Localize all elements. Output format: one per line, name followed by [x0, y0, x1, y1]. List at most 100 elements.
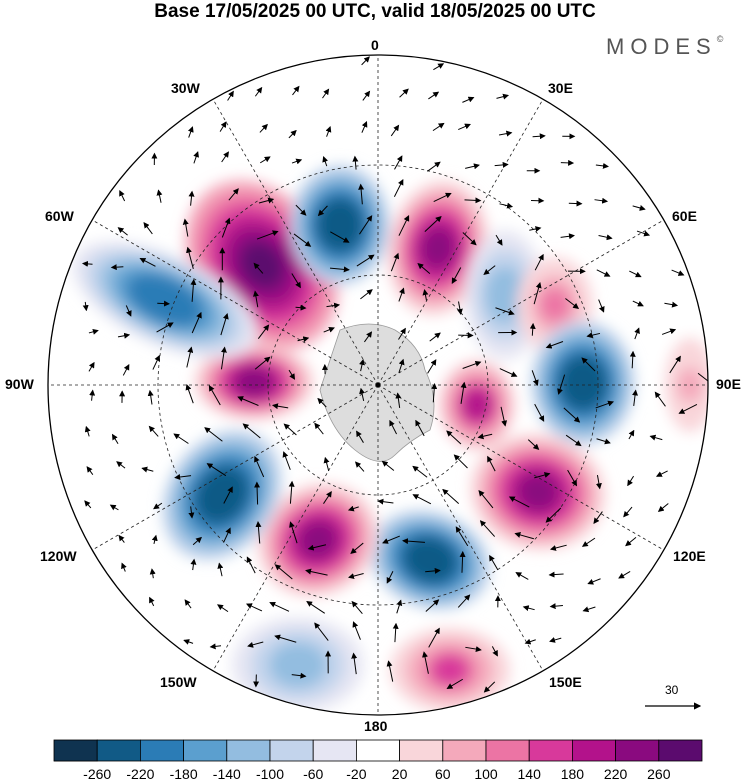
- wind-vector: [429, 332, 441, 342]
- wind-vector: [595, 162, 609, 169]
- anomaly-positive: [470, 433, 606, 551]
- wind-vector: [491, 646, 498, 657]
- wind-vector: [479, 520, 496, 537]
- wind-vector: [84, 500, 92, 509]
- wind-vector: [460, 381, 467, 404]
- map-border: [47, 54, 709, 716]
- wind-vector: [288, 480, 295, 504]
- wind-vector: [422, 289, 429, 301]
- wind-vector: [307, 544, 327, 551]
- lon-label-30e: 30E: [548, 80, 573, 96]
- wind-vector: [187, 126, 194, 138]
- wind-vector: [190, 558, 197, 571]
- wind-vector: [173, 433, 189, 444]
- wind-vector: [121, 562, 127, 572]
- wind-vector: [206, 463, 227, 477]
- wind-vector: [596, 438, 611, 445]
- wind-vector: [291, 672, 307, 679]
- wind-vector: [655, 470, 668, 477]
- colorbar-cell: [183, 739, 228, 762]
- wind-vector: [393, 178, 404, 197]
- lon-label-60e: 60E: [672, 208, 697, 224]
- wind-vector: [314, 422, 324, 435]
- wind-vector: [478, 490, 494, 509]
- wind-vector: [477, 433, 493, 440]
- wind-vector: [254, 86, 263, 97]
- wind-vector: [456, 301, 463, 315]
- wind-vector: [293, 233, 312, 247]
- wind-vector: [632, 389, 639, 406]
- colorbar-cell: [485, 739, 530, 762]
- wind-vector: [317, 397, 327, 408]
- wind-vector: [228, 188, 239, 201]
- wind-vector: [254, 481, 261, 505]
- wind-vector: [669, 355, 681, 374]
- wind-vector: [390, 124, 400, 137]
- wind-vector: [185, 383, 194, 404]
- wind-vector: [274, 634, 297, 643]
- lon-label-60w: 60W: [45, 208, 74, 224]
- wind-vector: [412, 494, 432, 505]
- wind-vector: [352, 621, 361, 640]
- anomaly-negative: [290, 165, 390, 285]
- wind-vector: [565, 298, 580, 309]
- wind-vector: [242, 423, 261, 439]
- wind-vector: [122, 364, 130, 376]
- wind-vector: [111, 433, 119, 445]
- wind-vector: [182, 218, 189, 237]
- wind-vector: [110, 264, 124, 271]
- wind-vector: [394, 155, 403, 170]
- wind-vector: [125, 305, 132, 317]
- wind-vector: [356, 254, 375, 267]
- anomaly-positive: [390, 628, 510, 712]
- wind-vector: [245, 603, 263, 612]
- wind-vector: [545, 341, 564, 349]
- wind-vector: [678, 404, 698, 414]
- wind-vector: [156, 322, 174, 333]
- wind-vector: [269, 601, 290, 612]
- wind-vector: [88, 328, 99, 335]
- wind-vector: [389, 419, 397, 435]
- wind-vector: [549, 603, 563, 610]
- wind-vector: [514, 532, 534, 540]
- map-disc: [48, 55, 708, 715]
- wind-vector: [560, 233, 575, 240]
- meridian-line: [212, 384, 379, 671]
- wind-vector: [424, 215, 442, 232]
- wind-vector: [359, 215, 373, 235]
- lon-label-120e: 120E: [673, 548, 706, 564]
- wind-vector: [595, 474, 602, 490]
- wind-vector: [545, 507, 562, 523]
- lon-label-120w: 120W: [40, 548, 77, 564]
- wind-vector: [259, 156, 271, 164]
- wind-vectors: [81, 56, 708, 693]
- colorbar-cell: [572, 739, 617, 762]
- wind-vector: [422, 651, 429, 674]
- wind-vector: [323, 491, 332, 504]
- wind-vector: [227, 90, 234, 101]
- anomaly-negative: [465, 230, 545, 360]
- colorbar-tick-label: -180: [169, 766, 198, 782]
- colorbar-cell: [312, 739, 357, 762]
- wind-vector: [88, 361, 95, 372]
- wind-vector: [193, 151, 199, 164]
- wind-vector: [141, 466, 154, 473]
- wind-vector: [499, 368, 518, 377]
- colorbar-cell: [53, 739, 98, 762]
- wind-vector: [446, 430, 462, 445]
- wind-vector: [295, 304, 307, 311]
- wind-vector: [382, 535, 400, 544]
- wind-vector: [515, 572, 529, 580]
- wind-vector: [274, 564, 293, 580]
- wind-vector: [149, 568, 156, 579]
- wind-vector: [258, 197, 275, 204]
- wind-vector: [498, 130, 513, 137]
- meridian-line: [92, 219, 379, 386]
- wind-vector: [464, 197, 482, 204]
- wind-vector: [534, 253, 544, 271]
- wind-vector: [149, 596, 155, 607]
- colorbar-cell: [528, 739, 573, 762]
- graticule: [48, 55, 708, 715]
- wind-vector: [359, 387, 365, 401]
